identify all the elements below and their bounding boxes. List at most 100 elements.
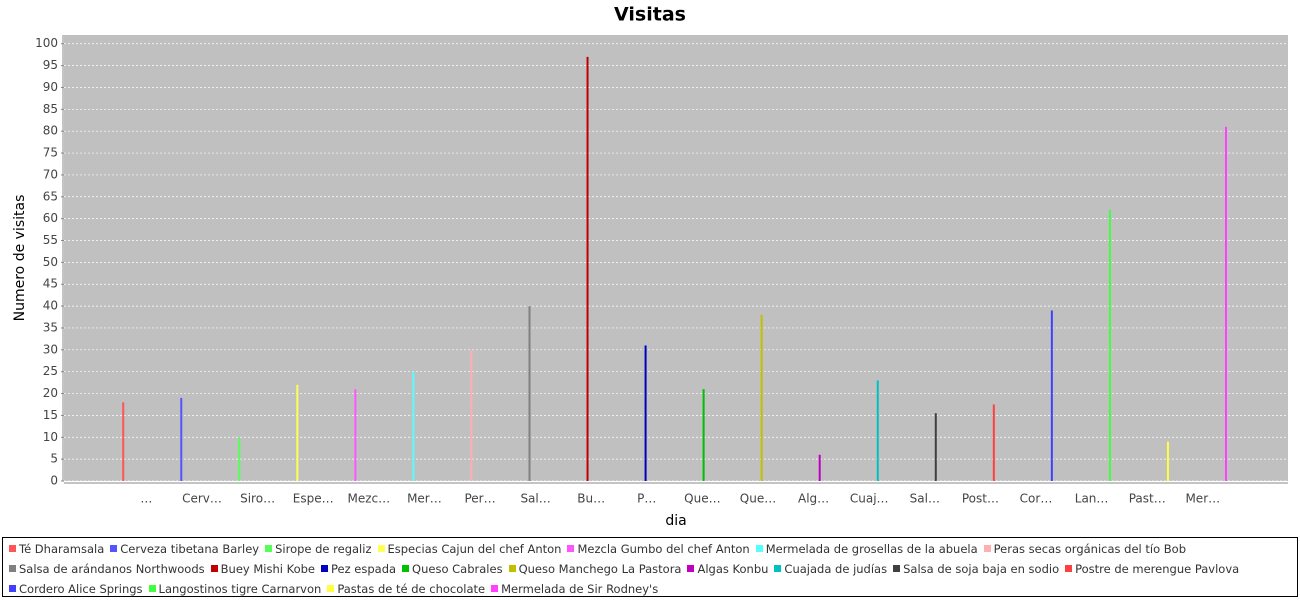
y-tick-label: 15 (43, 408, 58, 422)
y-tick-label: 75 (43, 146, 58, 160)
legend-item: Pastas de té de chocolate (327, 581, 485, 596)
legend-label: Mermelada de grosellas de la abuela (765, 541, 978, 556)
y-tick-label: 0 (50, 474, 58, 488)
legend-label: Peras secas orgánicas del tío Bob (993, 541, 1187, 556)
legend-label: Pastas de té de chocolate (337, 581, 486, 596)
legend-swatch (491, 585, 499, 592)
x-tick-label: Post… (962, 492, 999, 506)
chart: Visitas dia Numero de visitas 0 5 10 15 20 25… (12, 4, 1288, 529)
legend-item: Mermelada de Sir Rodney's (491, 581, 658, 596)
legend-label: Salsa de arándanos Northwoods (19, 561, 205, 576)
bar (412, 371, 415, 481)
y-tick-label: 20 (43, 386, 58, 400)
bar (702, 389, 705, 481)
legend-label: Té Dharamsala (19, 541, 105, 556)
y-tick-label: 70 (43, 167, 58, 181)
bar (876, 380, 879, 481)
legend-label: Cerveza tibetana Barley (120, 541, 260, 556)
bar (354, 389, 357, 481)
x-tick-label: Sal… (910, 492, 940, 506)
legend-label: Queso Cabrales (412, 561, 503, 576)
legend-swatch (327, 585, 335, 592)
legend-item: Langostinos tigre Carnarvon (148, 581, 322, 596)
legend-swatch (567, 545, 575, 552)
legend-swatch (265, 545, 273, 552)
x-tick-label: … (140, 492, 152, 506)
legend-item: Cuajada de judías (774, 561, 887, 576)
bar (180, 397, 183, 481)
bar (644, 345, 647, 481)
x-tick-label: Siro… (240, 492, 275, 506)
y-tick-label: 55 (43, 233, 58, 247)
legend-item: Cordero Alice Springs (9, 581, 143, 596)
legend-item: Mezcla Gumbo del chef Anton (567, 541, 750, 556)
legend-label: Especias Cajun del chef Anton (387, 541, 562, 556)
legend-swatch (983, 545, 991, 552)
legend-swatch (687, 565, 695, 572)
legend-swatch (210, 565, 218, 572)
y-tick-label: 45 (43, 277, 58, 291)
y-tick-label: 40 (43, 299, 58, 313)
y-tick-label: 60 (43, 211, 58, 225)
legend-swatch (9, 545, 16, 552)
legend-item: Especias Cajun del chef Anton (377, 541, 562, 556)
legend-label: Pez espada (330, 561, 397, 576)
y-axis-label: Numero de visitas (12, 195, 28, 322)
y-tick-label: 80 (43, 124, 58, 138)
y-tick-label: 5 (50, 452, 58, 466)
legend-item: Postre de merengue Pavlova (1065, 561, 1239, 576)
legend-label: Mermelada de Sir Rodney's (501, 581, 659, 596)
legend-item: Salsa de soja baja en sodio (893, 561, 1059, 576)
legend-item: Algas Konbu (687, 561, 768, 576)
bar (296, 384, 299, 481)
bar (1166, 441, 1169, 481)
legend-item: Cerveza tibetana Barley (110, 541, 259, 556)
bar (528, 306, 531, 481)
y-tick-label: 65 (43, 189, 58, 203)
legend-swatch (508, 565, 516, 572)
x-tick-label: Bu… (577, 492, 605, 506)
y-tick-label: 25 (43, 364, 58, 378)
x-tick-label: Mer… (407, 492, 442, 506)
bar (1224, 126, 1227, 481)
y-tick-label: 90 (43, 80, 58, 94)
legend-label: Mezcla Gumbo del chef Anton (577, 541, 750, 556)
x-tick-label: Que… (684, 492, 720, 506)
x-tick-label: Mezc… (347, 492, 390, 506)
bar (470, 349, 473, 481)
x-tick-label: Sal… (520, 492, 550, 506)
legend-label: Cuajada de judías (784, 561, 888, 576)
legend-swatch (893, 565, 901, 572)
legend-swatch (402, 565, 410, 572)
legend-swatch (377, 545, 385, 552)
y-tick-label: 100 (35, 36, 58, 50)
x-tick-label: Per… (464, 492, 495, 506)
bar (992, 404, 995, 481)
legend-swatch (110, 545, 118, 552)
legend-label: Salsa de soja baja en sodio (903, 561, 1060, 576)
bar (238, 437, 241, 481)
plot-area (64, 35, 1288, 481)
legend-label: Langostinos tigre Carnarvon (158, 581, 322, 596)
legend-item: Té Dharamsala (9, 541, 104, 556)
x-tick-label: Cor… (1020, 492, 1053, 506)
x-tick-label: Cerv… (182, 492, 222, 506)
bar (760, 314, 763, 481)
legend-item: Peras secas orgánicas del tío Bob (983, 541, 1187, 556)
y-tick-label: 30 (43, 342, 58, 356)
legend-swatch (320, 565, 328, 572)
y-tick-label: 50 (43, 255, 58, 269)
bar (818, 454, 821, 481)
x-tick-label: Mer… (1185, 492, 1220, 506)
legend-swatch (148, 585, 156, 592)
legend-item: Mermelada de grosellas de la abuela (755, 541, 978, 556)
legend-item: Queso Manchego La Pastora (508, 561, 681, 576)
y-tick-label: 10 (43, 430, 58, 444)
legend-item: Buey Mishi Kobe (210, 561, 315, 576)
bar (934, 413, 937, 481)
legend-label: Algas Konbu (697, 561, 769, 576)
legend-item: Sirope de regaliz (265, 541, 372, 556)
legend-label: Buey Mishi Kobe (220, 561, 315, 576)
y-tick-label: 85 (43, 102, 58, 116)
